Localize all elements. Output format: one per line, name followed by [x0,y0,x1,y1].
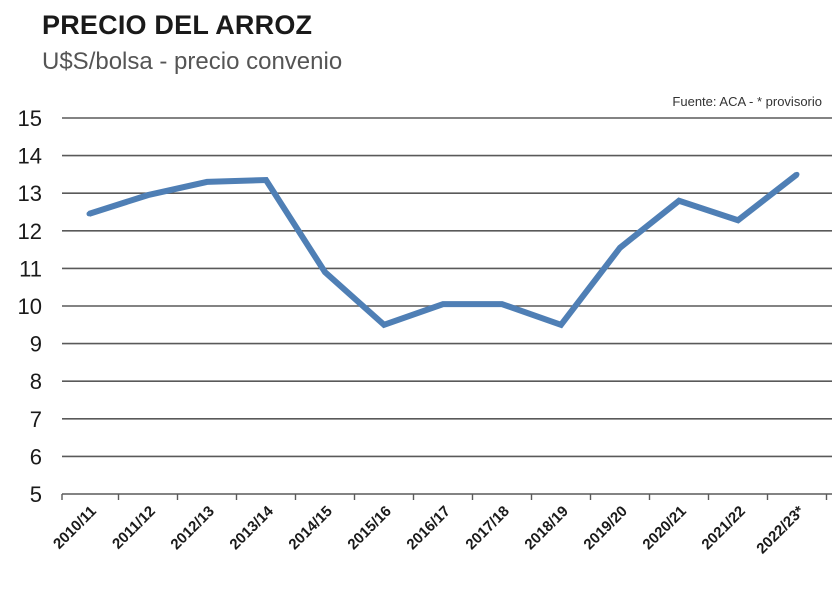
x-tick-label: 2022/23* [753,503,808,558]
gridlines [62,117,832,458]
y-tick-label: 15 [18,106,42,131]
x-tick-label: 2019/20 [580,503,630,553]
x-tick-label: 2012/13 [167,503,217,553]
y-axis-ticks: 5 6 7 8 9 10 11 12 13 14 15 [18,106,42,507]
y-tick-label: 9 [30,332,42,357]
x-axis [61,493,832,500]
data-point [617,245,623,251]
data-point [381,322,387,328]
y-tick-label: 7 [30,407,42,432]
data-point [558,322,564,328]
data-point [86,211,92,217]
data-point [322,269,328,275]
x-tick-label: 2011/12 [109,503,159,553]
data-point [676,198,682,204]
y-tick-label: 10 [18,294,42,319]
y-tick-label: 11 [19,256,42,281]
data-point [735,217,741,223]
source-note: Fuente: ACA - * provisorio [672,94,822,109]
y-tick-label: 5 [30,482,42,507]
data-point [204,179,210,185]
y-tick-label: 8 [30,369,42,394]
x-tick-label: 2014/15 [285,503,335,553]
y-tick-label: 13 [18,181,42,206]
y-tick-label: 12 [18,219,42,244]
x-tick-label: 2016/17 [403,503,453,553]
x-tick-label: 2021/22 [698,503,748,553]
x-tick-label: 2013/14 [226,502,277,553]
chart-subtitle: U$S/bolsa - precio convenio [42,48,343,75]
chart-title: PRECIO DEL ARROZ [42,10,313,40]
data-point [440,301,446,307]
x-tick-label: 2015/16 [344,503,394,553]
series-group [86,171,800,329]
x-axis-ticks: 2010/11 2011/12 2012/13 2013/14 2014/15 2015/… [50,502,808,557]
y-tick-label: 6 [30,444,42,469]
y-tick-label: 14 [18,144,42,169]
x-tick-label: 2017/18 [462,503,512,553]
data-point [263,177,269,183]
data-point [145,192,151,198]
x-tick-label: 2020/21 [639,503,689,553]
data-point [499,301,505,307]
data-point [794,171,800,177]
x-tick-label: 2018/19 [521,503,571,553]
x-tick-label: 2010/11 [50,503,100,553]
